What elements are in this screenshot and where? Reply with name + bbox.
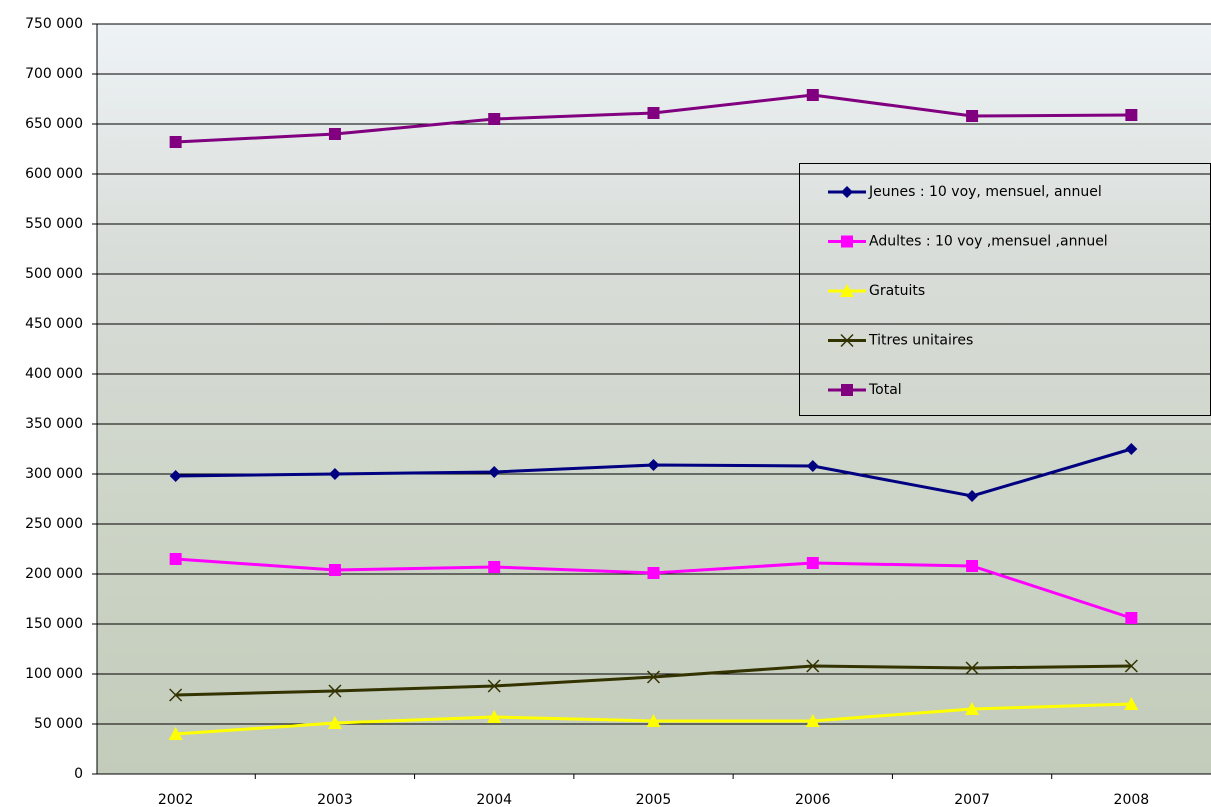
marker [328,128,341,140]
marker [1124,659,1138,673]
marker [487,710,502,723]
marker [966,560,979,572]
marker [840,284,854,297]
marker [328,564,341,576]
marker [169,136,182,148]
marker [806,460,819,472]
x-tick-label: 2007 [954,792,990,807]
x-tick-label: 2004 [476,792,512,807]
y-tick-label: 350 000 [25,416,83,432]
marker [646,714,661,727]
legend-label: Titres unitaires [868,333,973,349]
marker [647,107,660,119]
y-tick-label: 50 000 [34,716,83,732]
marker [487,679,501,693]
x-tick-label: 2005 [636,792,672,807]
y-tick-label: 650 000 [25,116,83,132]
y-tick-label: 500 000 [25,266,83,282]
marker [488,113,501,125]
marker [169,470,182,482]
marker [1124,697,1139,710]
marker [168,727,183,740]
marker [169,553,182,565]
y-tick-label: 0 [74,766,83,782]
marker [328,468,341,480]
x-tick-label: 2008 [1114,792,1150,807]
x-tick-label: 2002 [158,792,194,807]
marker [488,561,501,573]
x-tick-label: 2003 [317,792,353,807]
y-tick-label: 400 000 [25,366,83,382]
marker [328,684,342,698]
marker [1125,109,1138,121]
marker [1125,612,1138,624]
marker [805,714,820,727]
marker [841,384,853,396]
y-tick-label: 250 000 [25,516,83,532]
y-tick-label: 100 000 [25,666,83,682]
marker [1125,443,1138,455]
y-tick-label: 200 000 [25,566,83,582]
marker [646,670,661,684]
marker [841,235,853,248]
y-tick-label: 300 000 [25,466,83,482]
marker [965,661,979,675]
marker [806,659,820,673]
marker [647,459,660,471]
marker [966,110,979,122]
marker [840,333,854,348]
legend-label: Gratuits [869,283,925,299]
marker [806,89,819,101]
legend-label: Adultes : 10 voy ,mensuel ,annuel [869,234,1108,250]
y-tick-label: 750 000 [25,16,83,32]
marker [965,702,980,715]
marker [806,557,819,569]
plot-background [97,24,1211,774]
marker [169,688,183,702]
marker [327,716,342,729]
y-tick-label: 600 000 [25,166,83,182]
legend-label: Jeunes : 10 voy, mensuel, annuel [868,184,1102,200]
legend-label: Total [868,382,902,398]
y-tick-label: 150 000 [25,616,83,632]
y-tick-label: 700 000 [25,66,83,82]
y-tick-label: 450 000 [25,316,83,332]
marker [488,466,501,478]
legend: Jeunes : 10 voy, mensuel, annuel Adultes … [799,163,1211,416]
marker [966,490,979,502]
marker [647,567,660,579]
x-tick-label: 2006 [795,792,831,807]
plot [168,89,1139,740]
marker [841,186,853,198]
y-tick-label: 550 000 [25,216,83,232]
